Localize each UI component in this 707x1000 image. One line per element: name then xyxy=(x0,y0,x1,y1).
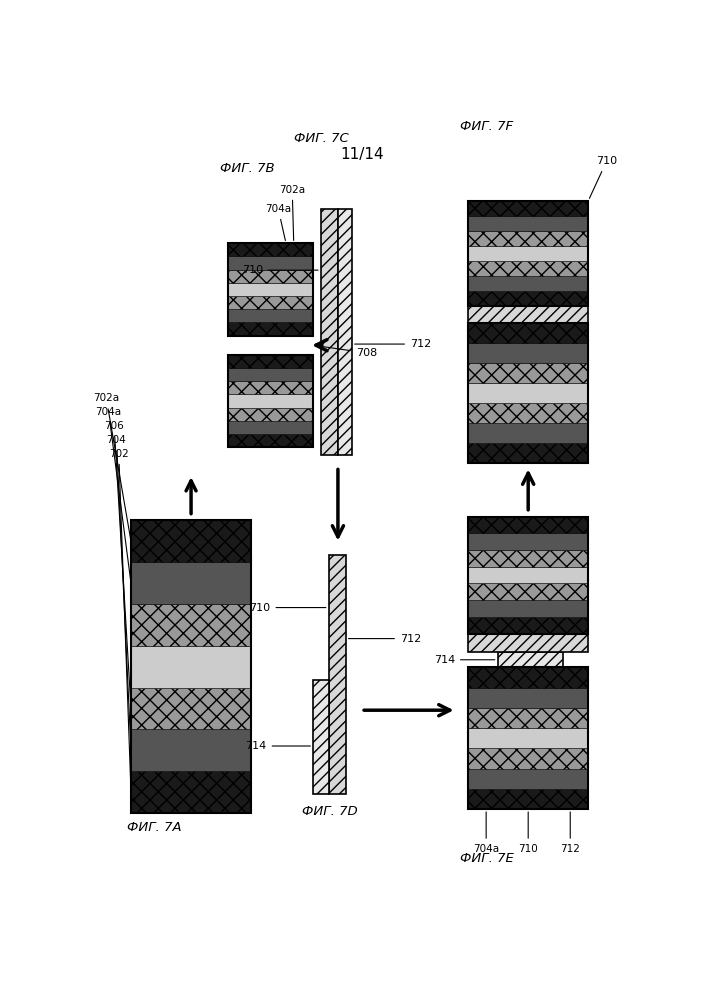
Bar xyxy=(468,708,588,728)
Bar xyxy=(468,789,588,809)
Bar xyxy=(321,209,338,455)
Text: ФИГ. 7A: ФИГ. 7A xyxy=(127,821,182,834)
Text: 702a: 702a xyxy=(93,393,131,539)
Bar xyxy=(468,261,588,276)
Bar xyxy=(468,201,588,306)
Bar xyxy=(131,646,251,688)
Text: ФИГ. 7B: ФИГ. 7B xyxy=(220,162,275,175)
Bar xyxy=(228,408,313,421)
Bar xyxy=(228,355,313,447)
Bar xyxy=(228,368,313,381)
Bar xyxy=(468,306,588,323)
Text: ФИГ. 7D: ФИГ. 7D xyxy=(301,805,357,818)
Text: 714: 714 xyxy=(433,655,495,665)
Bar xyxy=(468,667,588,809)
Text: 702a: 702a xyxy=(279,185,305,240)
Bar xyxy=(228,243,313,256)
Text: 702: 702 xyxy=(109,449,131,789)
Bar xyxy=(228,256,313,270)
Bar xyxy=(228,421,313,434)
Text: 704a: 704a xyxy=(473,812,499,854)
Bar xyxy=(468,688,588,708)
Bar xyxy=(468,517,588,533)
Text: 714: 714 xyxy=(245,741,310,751)
Bar xyxy=(468,517,588,634)
Bar xyxy=(131,520,251,562)
Bar xyxy=(468,403,588,423)
Bar xyxy=(468,216,588,231)
Bar xyxy=(468,323,588,343)
Bar xyxy=(468,567,588,583)
Bar xyxy=(468,246,588,261)
Bar xyxy=(468,201,588,216)
Bar xyxy=(468,423,588,443)
Bar xyxy=(468,583,588,600)
Bar xyxy=(468,533,588,550)
Text: 704a: 704a xyxy=(265,204,291,240)
Bar xyxy=(468,343,588,363)
Bar xyxy=(131,771,251,813)
Bar xyxy=(131,604,251,646)
Text: 710: 710 xyxy=(590,156,617,198)
Bar xyxy=(468,276,588,291)
Bar xyxy=(468,617,588,634)
Bar xyxy=(228,309,313,322)
Text: 712: 712 xyxy=(349,634,421,644)
Bar xyxy=(468,231,588,246)
Text: ФИГ. 7E: ФИГ. 7E xyxy=(460,852,514,864)
Bar xyxy=(468,728,588,748)
Bar xyxy=(468,323,588,463)
Text: 710: 710 xyxy=(250,603,326,613)
Text: ФИГ. 7C: ФИГ. 7C xyxy=(293,132,349,145)
Bar xyxy=(468,748,588,769)
Bar xyxy=(131,729,251,771)
Bar xyxy=(228,434,313,447)
Bar xyxy=(313,680,329,794)
Bar xyxy=(338,209,352,455)
Text: 706: 706 xyxy=(104,421,131,706)
Bar xyxy=(468,667,588,688)
Bar xyxy=(329,555,346,794)
Bar xyxy=(498,652,563,667)
Bar xyxy=(131,520,251,813)
Text: 708: 708 xyxy=(316,346,377,358)
Bar xyxy=(228,296,313,309)
Bar xyxy=(228,270,313,283)
Text: 712: 712 xyxy=(560,812,580,854)
Bar xyxy=(468,363,588,383)
Bar xyxy=(468,383,588,403)
Bar xyxy=(228,322,313,336)
Bar xyxy=(228,355,313,368)
Bar xyxy=(131,688,251,729)
Bar xyxy=(468,600,588,617)
Text: 712: 712 xyxy=(355,339,431,349)
Bar xyxy=(468,634,588,652)
Bar xyxy=(131,562,251,604)
Bar xyxy=(468,443,588,463)
Bar xyxy=(228,381,313,394)
Bar xyxy=(468,769,588,789)
Bar xyxy=(468,291,588,306)
Text: 710: 710 xyxy=(242,265,318,275)
Text: 710: 710 xyxy=(518,812,538,854)
Text: 704: 704 xyxy=(107,435,131,748)
Bar xyxy=(468,550,588,567)
Text: 704a: 704a xyxy=(95,407,131,580)
Bar xyxy=(228,243,313,336)
Bar xyxy=(228,283,313,296)
Text: 11/14: 11/14 xyxy=(340,147,384,162)
Bar xyxy=(228,394,313,408)
Text: ФИГ. 7F: ФИГ. 7F xyxy=(460,120,513,133)
